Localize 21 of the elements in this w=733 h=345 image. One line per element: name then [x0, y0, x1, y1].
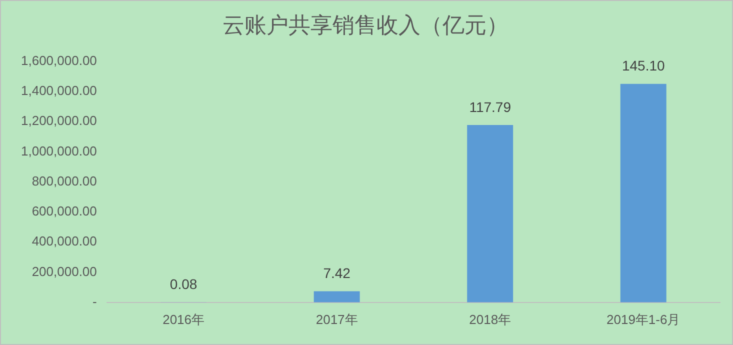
- x-tick-label: 2018年: [469, 312, 512, 327]
- y-tick-label: 1,000,000.00: [21, 143, 97, 158]
- x-tick-label: 2019年1-6月: [606, 312, 680, 327]
- y-tick-label: 1,400,000.00: [21, 83, 97, 98]
- y-tick-label: -: [92, 294, 97, 309]
- y-tick-label: 200,000.00: [32, 264, 97, 279]
- annotation: 0.08: [170, 276, 198, 292]
- y-tick-label: 400,000.00: [32, 234, 97, 249]
- y-tick-label: 800,000.00: [32, 173, 97, 188]
- bar: [467, 124, 514, 302]
- bar: [620, 84, 666, 302]
- y-tick-label: 600,000.00: [32, 204, 97, 219]
- y-tick-label: 1,200,000.00: [21, 113, 97, 128]
- annotation: 7.42: [323, 265, 351, 282]
- annotation: 145.10: [622, 58, 665, 74]
- chart-title: 云账户共享销售收入（亿元）: [222, 12, 508, 38]
- bar: [314, 291, 360, 302]
- x-tick-label: 2016年: [162, 312, 205, 327]
- y-tick-label: 1,600,000.00: [21, 52, 97, 68]
- annotation: 117.79: [469, 98, 512, 115]
- x-tick-label: 2017年: [316, 312, 358, 327]
